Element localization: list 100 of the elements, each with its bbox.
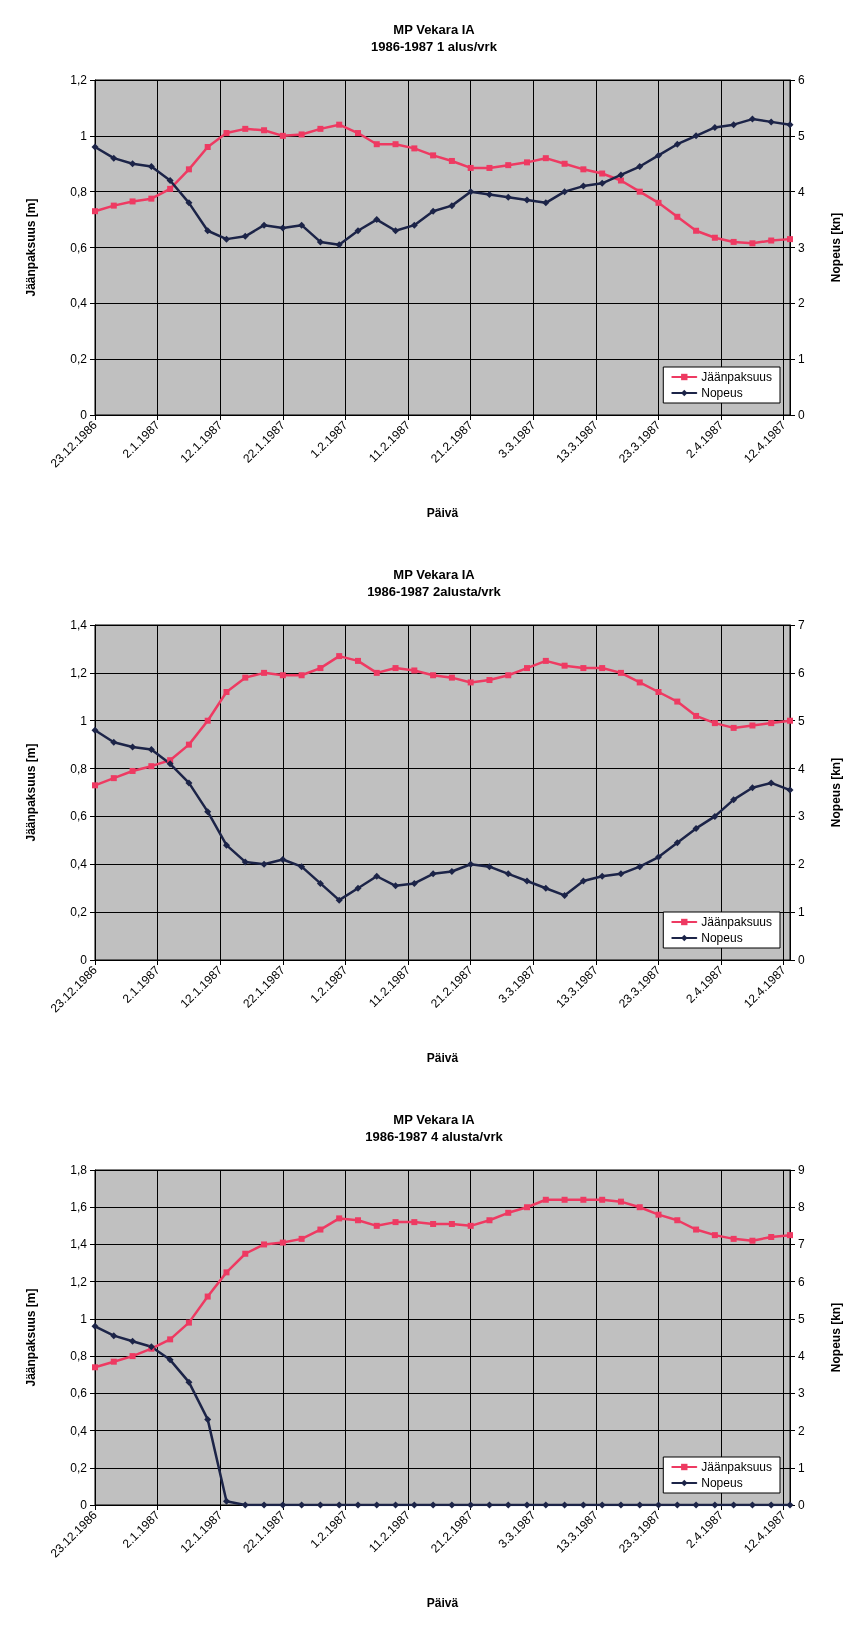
y2-tick-label: 0	[798, 953, 805, 967]
point	[429, 870, 437, 878]
y2-tick-label: 6	[798, 665, 805, 680]
point	[674, 1217, 681, 1224]
point	[505, 1209, 512, 1216]
x-axis-title: Päivä	[426, 1596, 459, 1610]
point	[373, 669, 380, 676]
point	[260, 1501, 268, 1509]
point	[636, 163, 644, 171]
point	[787, 236, 793, 243]
y-tick-label: 1,6	[70, 1200, 88, 1215]
point	[599, 170, 606, 177]
point	[448, 867, 456, 875]
y-tick-label: 0,4	[70, 857, 88, 872]
x-axis-title: Päivä	[426, 1051, 459, 1065]
x-axis-title: Päivä	[426, 506, 459, 520]
y2-tick-label: 7	[798, 618, 805, 632]
y2-tick-label: 2	[798, 296, 805, 311]
point	[767, 779, 775, 787]
point	[129, 1337, 137, 1345]
point	[411, 145, 418, 152]
point	[579, 877, 587, 885]
point	[429, 1501, 437, 1509]
point	[448, 1501, 456, 1509]
point	[467, 188, 475, 196]
legend-label: Nopeus	[701, 386, 743, 400]
point	[167, 185, 174, 192]
point	[185, 741, 192, 748]
point	[261, 127, 268, 134]
point	[110, 775, 117, 782]
point	[129, 1353, 136, 1360]
point	[580, 665, 587, 672]
y2-tick-label: 5	[798, 128, 805, 143]
point	[242, 1250, 249, 1257]
point	[599, 1196, 606, 1203]
point	[486, 164, 493, 171]
point	[617, 1198, 624, 1205]
point	[430, 672, 437, 679]
point	[504, 1501, 512, 1509]
point	[748, 115, 756, 123]
point	[674, 698, 681, 705]
point	[692, 824, 700, 832]
y2-tick-label: 6	[798, 73, 805, 87]
y-tick-label: 0,4	[70, 296, 88, 311]
y-tick-label: 0	[80, 953, 88, 967]
point	[768, 237, 775, 244]
legend-label: Jäänpaksuus	[701, 915, 772, 929]
point	[599, 665, 606, 672]
point	[298, 863, 306, 871]
point	[580, 1196, 587, 1203]
y-tick-label: 1,2	[70, 665, 88, 680]
point	[223, 1269, 230, 1276]
point	[110, 154, 118, 162]
point	[185, 1378, 193, 1386]
point	[373, 1222, 380, 1229]
point	[335, 241, 343, 249]
y-tick-label: 1	[80, 713, 88, 728]
point	[392, 1219, 399, 1226]
point	[730, 1235, 737, 1242]
point	[730, 238, 737, 245]
point	[523, 877, 531, 885]
y2-tick-label: 3	[798, 1386, 805, 1401]
y-tick-label: 0	[80, 408, 88, 422]
point	[730, 796, 738, 804]
point	[767, 1501, 775, 1509]
point	[448, 1220, 455, 1227]
point	[617, 177, 624, 184]
y2-tick-label: 1	[798, 905, 805, 920]
point	[636, 1204, 643, 1211]
y-tick-label: 1,4	[70, 1237, 88, 1252]
chart-subtitle: 1986-1987 4 alusta/vrk	[365, 1129, 504, 1144]
point	[129, 160, 137, 168]
point	[430, 1220, 437, 1227]
chart-title: MP Vekara IA	[393, 567, 476, 582]
point	[373, 216, 381, 224]
point	[354, 130, 361, 137]
point	[204, 1415, 212, 1423]
point	[373, 141, 380, 148]
point	[561, 662, 568, 669]
point	[693, 712, 700, 719]
point	[392, 882, 400, 890]
point	[617, 669, 624, 676]
point	[748, 784, 756, 792]
y-axis-title: Jäänpaksuus [m]	[24, 198, 38, 297]
y-tick-label: 0,8	[70, 184, 88, 199]
point	[336, 653, 343, 660]
point	[354, 1501, 362, 1509]
point	[524, 665, 531, 672]
point	[241, 232, 249, 240]
point	[542, 1501, 550, 1509]
point	[91, 143, 99, 151]
point	[693, 1226, 700, 1233]
y2-tick-label: 1	[798, 1460, 805, 1475]
point	[204, 227, 212, 235]
point	[335, 896, 343, 904]
point	[185, 779, 193, 787]
y-tick-label: 1,2	[70, 73, 88, 87]
point	[110, 202, 117, 209]
point	[692, 132, 700, 140]
point	[786, 786, 794, 794]
